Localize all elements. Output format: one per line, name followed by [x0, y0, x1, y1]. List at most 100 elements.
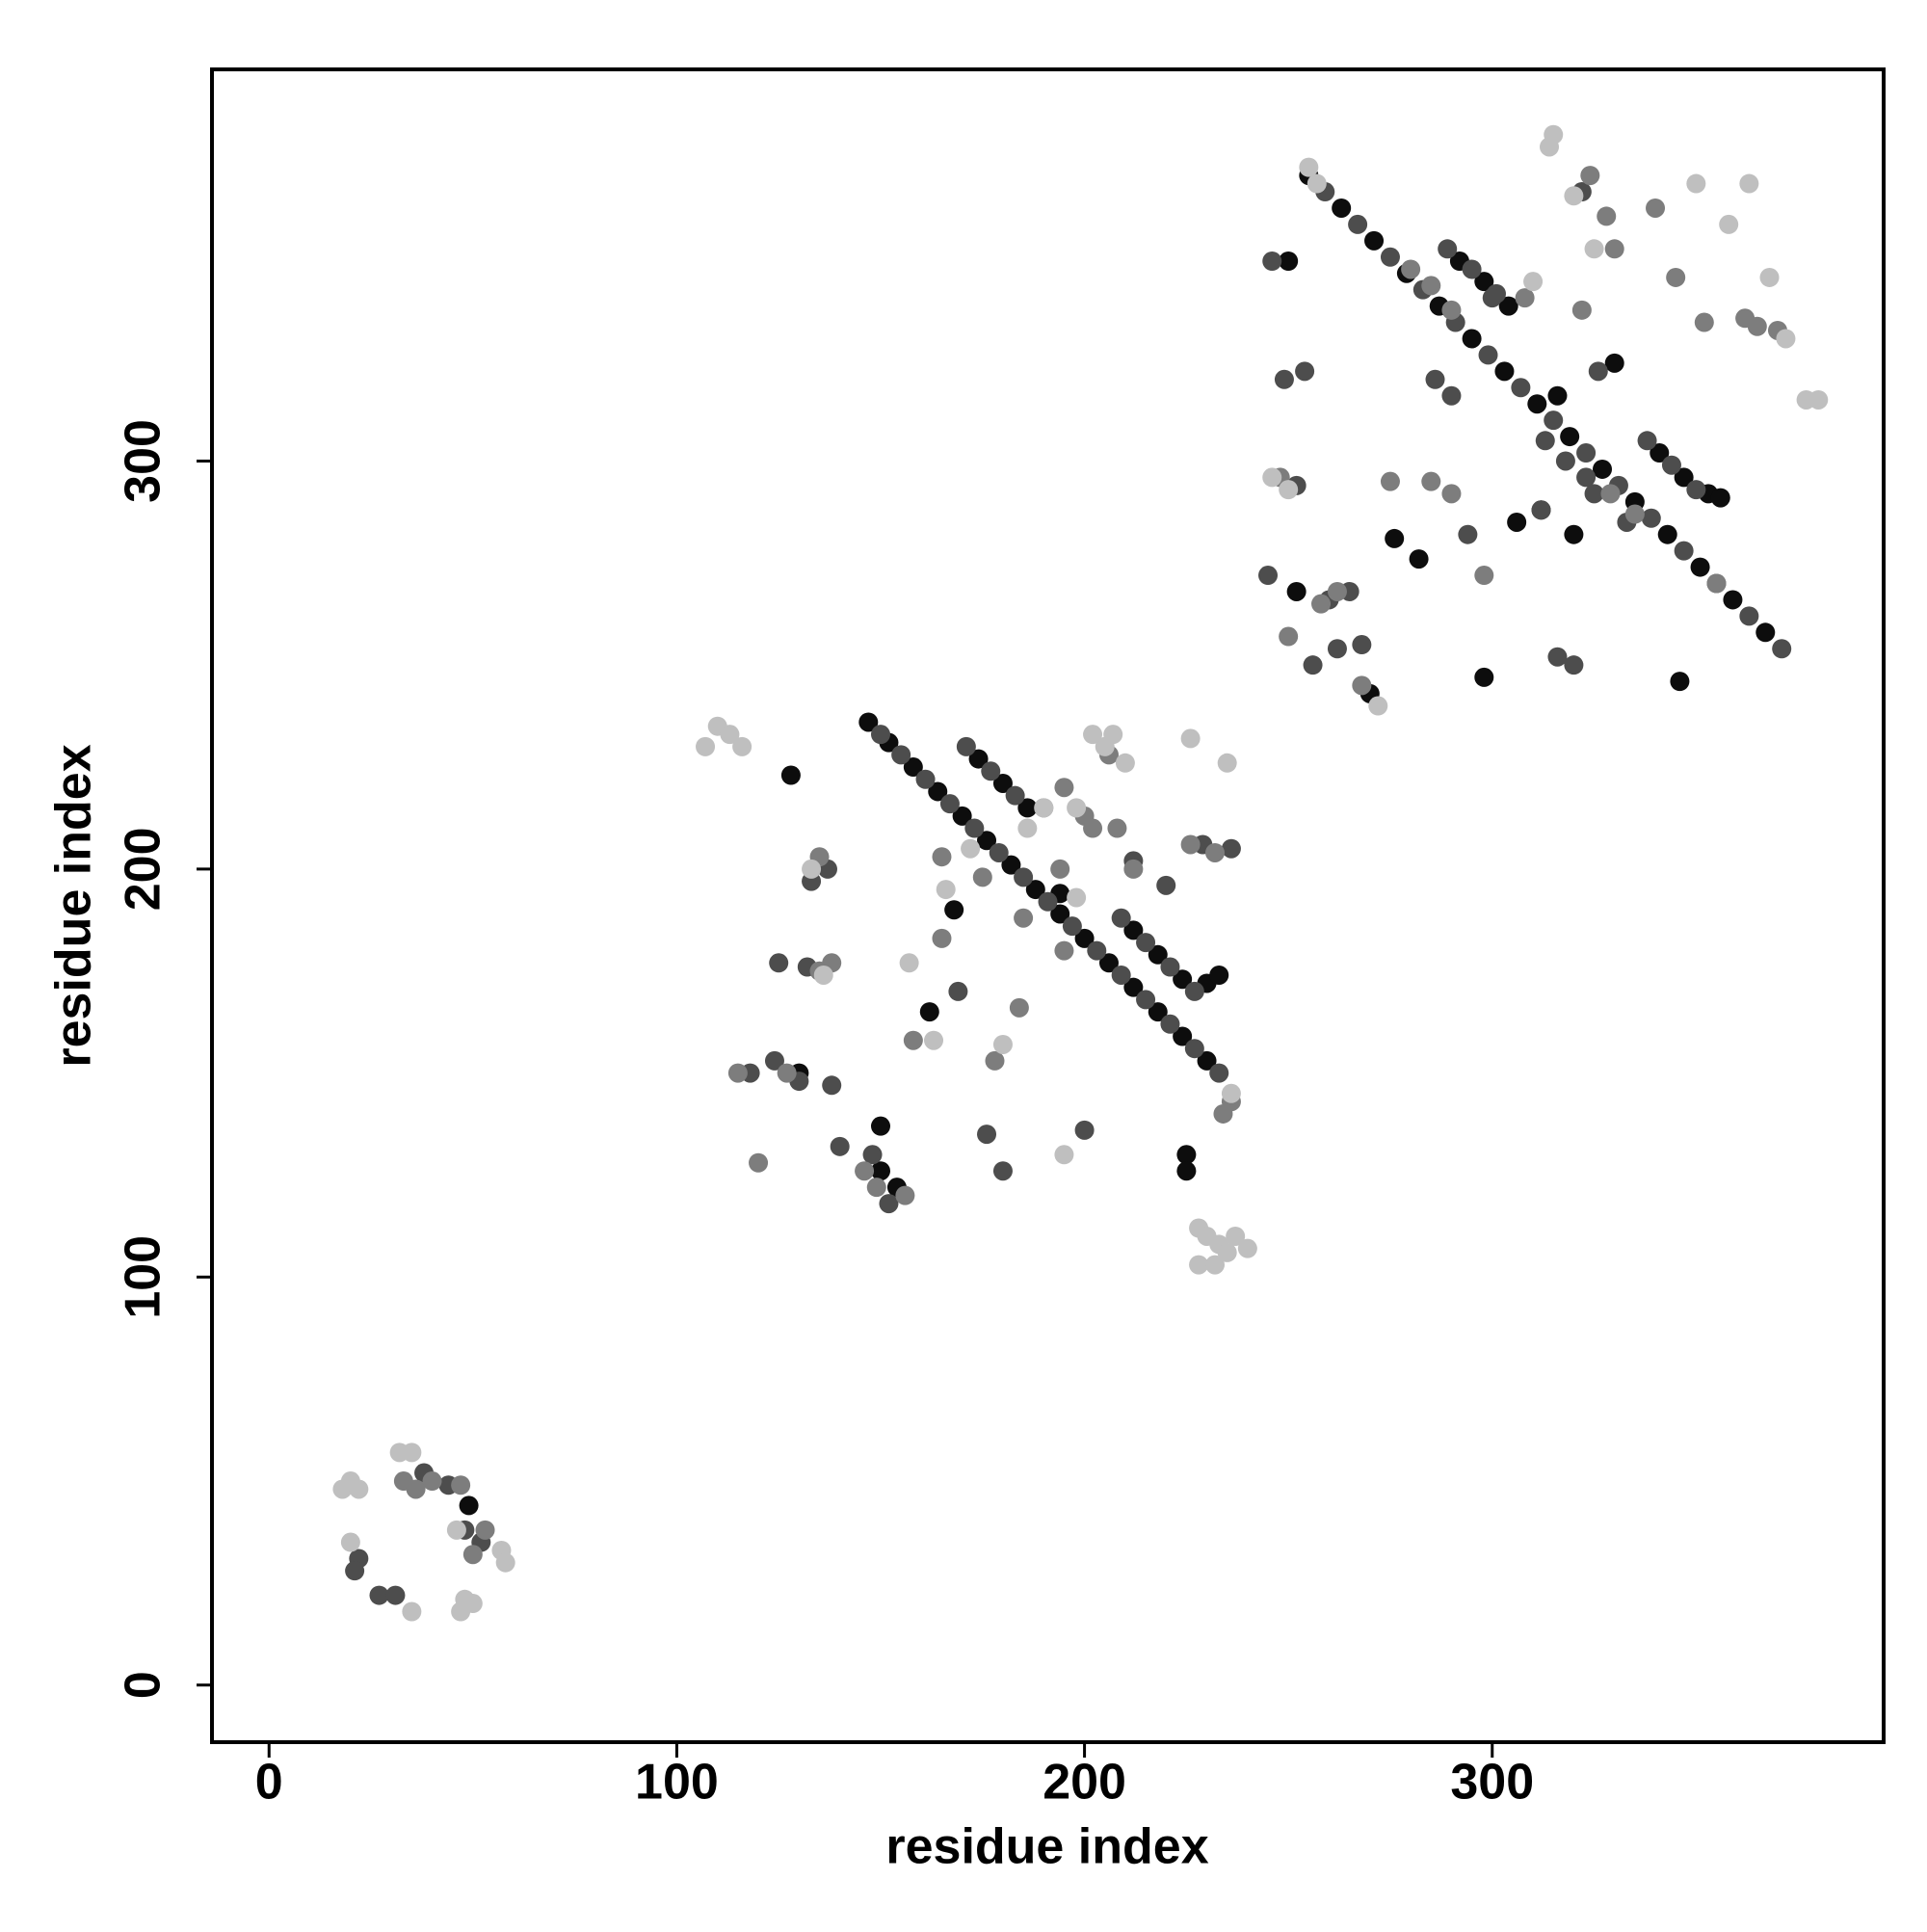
point — [1560, 427, 1580, 447]
point — [992, 773, 1013, 793]
point — [1050, 904, 1070, 924]
point — [446, 1520, 466, 1540]
point — [1001, 855, 1021, 875]
point — [1564, 524, 1584, 544]
point — [1262, 467, 1282, 488]
point — [1527, 394, 1547, 414]
point — [992, 1034, 1013, 1054]
point — [1401, 259, 1421, 279]
point — [462, 1594, 483, 1614]
point — [1180, 728, 1201, 749]
point — [1535, 431, 1555, 451]
point — [1299, 157, 1319, 177]
point — [871, 1116, 890, 1136]
point — [1074, 1120, 1095, 1140]
point — [1274, 369, 1294, 389]
point — [968, 749, 989, 769]
point — [1706, 573, 1727, 594]
point — [1441, 385, 1462, 406]
point — [1054, 940, 1074, 961]
point — [345, 1561, 365, 1581]
point — [830, 1136, 850, 1156]
point — [1148, 1002, 1168, 1022]
point — [895, 1185, 915, 1205]
point — [1017, 818, 1038, 838]
point — [1474, 667, 1494, 687]
point — [1364, 230, 1385, 251]
point — [1014, 908, 1034, 928]
point — [813, 965, 833, 985]
point — [903, 757, 923, 778]
y-tick-label: 0 — [116, 1671, 172, 1699]
point — [1111, 908, 1131, 928]
y-tick-label: 300 — [116, 419, 172, 503]
x-tick-label: 100 — [635, 1755, 719, 1811]
point — [1074, 928, 1095, 948]
point — [1352, 635, 1372, 655]
point — [1217, 753, 1237, 773]
point — [928, 781, 948, 802]
point — [871, 725, 890, 745]
point — [1661, 455, 1681, 475]
point — [1498, 296, 1518, 316]
point — [1739, 606, 1759, 626]
point — [1352, 675, 1372, 696]
point — [1600, 484, 1621, 504]
point — [948, 981, 968, 1001]
point — [1237, 1238, 1257, 1258]
point — [780, 765, 801, 785]
point — [1279, 480, 1299, 500]
point — [1014, 867, 1034, 887]
point — [475, 1520, 495, 1540]
point — [1197, 1050, 1217, 1071]
point — [1515, 288, 1535, 308]
point — [1050, 859, 1070, 879]
point — [1148, 944, 1168, 965]
point — [915, 769, 936, 789]
point — [1759, 267, 1780, 287]
point — [1474, 566, 1494, 586]
point — [385, 1585, 406, 1605]
x-tick-label: 0 — [255, 1755, 283, 1811]
point — [855, 1161, 875, 1181]
point — [1209, 965, 1229, 985]
plot-frame — [210, 67, 1886, 1744]
point — [1808, 389, 1829, 410]
point — [989, 842, 1009, 862]
point — [1723, 590, 1743, 610]
point — [936, 880, 956, 900]
point — [1380, 247, 1400, 267]
point — [1098, 953, 1119, 973]
point — [732, 736, 752, 756]
point — [992, 1161, 1013, 1181]
point — [1507, 512, 1527, 532]
point — [1160, 1014, 1180, 1034]
point — [1580, 166, 1600, 186]
point — [1103, 725, 1123, 745]
point — [1213, 1103, 1233, 1124]
point — [1776, 329, 1796, 349]
point — [1311, 594, 1332, 614]
point — [696, 736, 716, 756]
x-tick-label: 200 — [1043, 1755, 1126, 1811]
point — [451, 1475, 471, 1495]
point — [1083, 818, 1103, 838]
point — [1564, 655, 1584, 675]
point — [1421, 471, 1441, 491]
point — [1385, 528, 1405, 548]
point — [879, 1194, 899, 1214]
point — [369, 1585, 389, 1605]
point — [862, 1145, 883, 1165]
point — [1279, 251, 1299, 272]
point — [1441, 300, 1462, 320]
point — [1062, 916, 1082, 937]
point — [1327, 581, 1347, 601]
point — [349, 1479, 369, 1499]
point — [1034, 798, 1054, 818]
point — [749, 1152, 769, 1173]
x-axis-label: residue index — [885, 1819, 1208, 1875]
point — [1686, 173, 1706, 194]
point — [1646, 198, 1666, 218]
point — [1279, 626, 1299, 647]
